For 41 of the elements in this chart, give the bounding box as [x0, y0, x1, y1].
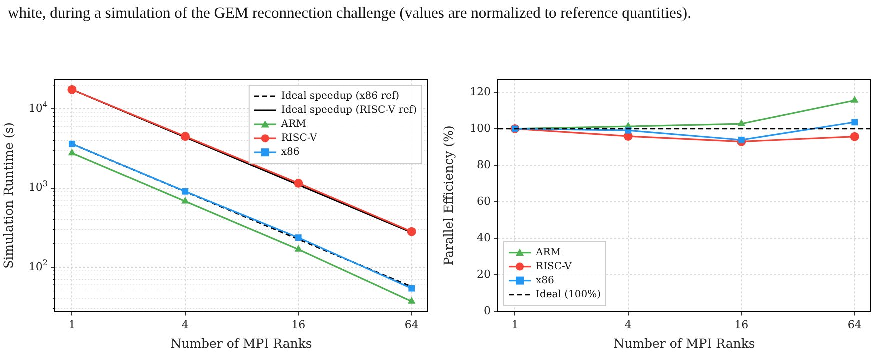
x-tick-label: 64	[848, 318, 862, 332]
point	[69, 140, 76, 148]
legend-label: Ideal speedup (x86 ref)	[281, 91, 400, 102]
x-tick-label: 16	[734, 318, 749, 332]
x-axis-title: Number of MPI Ranks	[170, 336, 312, 351]
y-tick-label: 60	[477, 194, 491, 208]
point	[182, 197, 190, 204]
text: white, during a simulation of the GEM reconnection challenge (values are normalized to reference quantities).	[8, 4, 692, 24]
legend-label: Ideal (100%)	[536, 289, 602, 300]
y-tick-label: 20	[477, 268, 491, 282]
point	[294, 178, 304, 188]
x-axis-title: Number of MPI Ranks	[614, 336, 756, 351]
legend-label: x86	[536, 275, 554, 286]
legend-label: RISC-V	[281, 133, 318, 144]
point	[182, 188, 189, 195]
y-tick-label: 0	[484, 304, 491, 318]
point	[408, 285, 416, 292]
legend-label: RISC-V	[536, 261, 573, 272]
x-tick-label: 1	[512, 318, 519, 332]
y-axis-title: Simulation Runtime (s)	[0, 122, 16, 269]
point	[407, 227, 416, 236]
y-axis-title: Parallel Efficiency (%)	[440, 126, 456, 266]
x-tick-label: 16	[292, 318, 306, 332]
point	[295, 234, 302, 241]
y-tick-label: 40	[477, 232, 491, 245]
point	[180, 132, 190, 142]
point	[408, 297, 416, 304]
x-tick-label: 4	[182, 318, 189, 332]
point	[68, 85, 77, 94]
legend-label: ARM	[535, 247, 561, 258]
x-tick-label: 4	[624, 318, 632, 332]
point	[294, 245, 303, 252]
legend-label: Ideal speedup (RISC-V ref)	[281, 105, 418, 116]
legend-label: ARM	[280, 119, 306, 130]
x-tick-label: 64	[404, 318, 419, 332]
y-tick-label: 80	[477, 158, 491, 172]
y-tick-label: 100	[470, 122, 491, 135]
point	[68, 148, 76, 156]
x-tick-label: 1	[68, 318, 76, 332]
y-tick-label: 120	[470, 85, 491, 98]
legend-label: x86	[281, 147, 300, 158]
